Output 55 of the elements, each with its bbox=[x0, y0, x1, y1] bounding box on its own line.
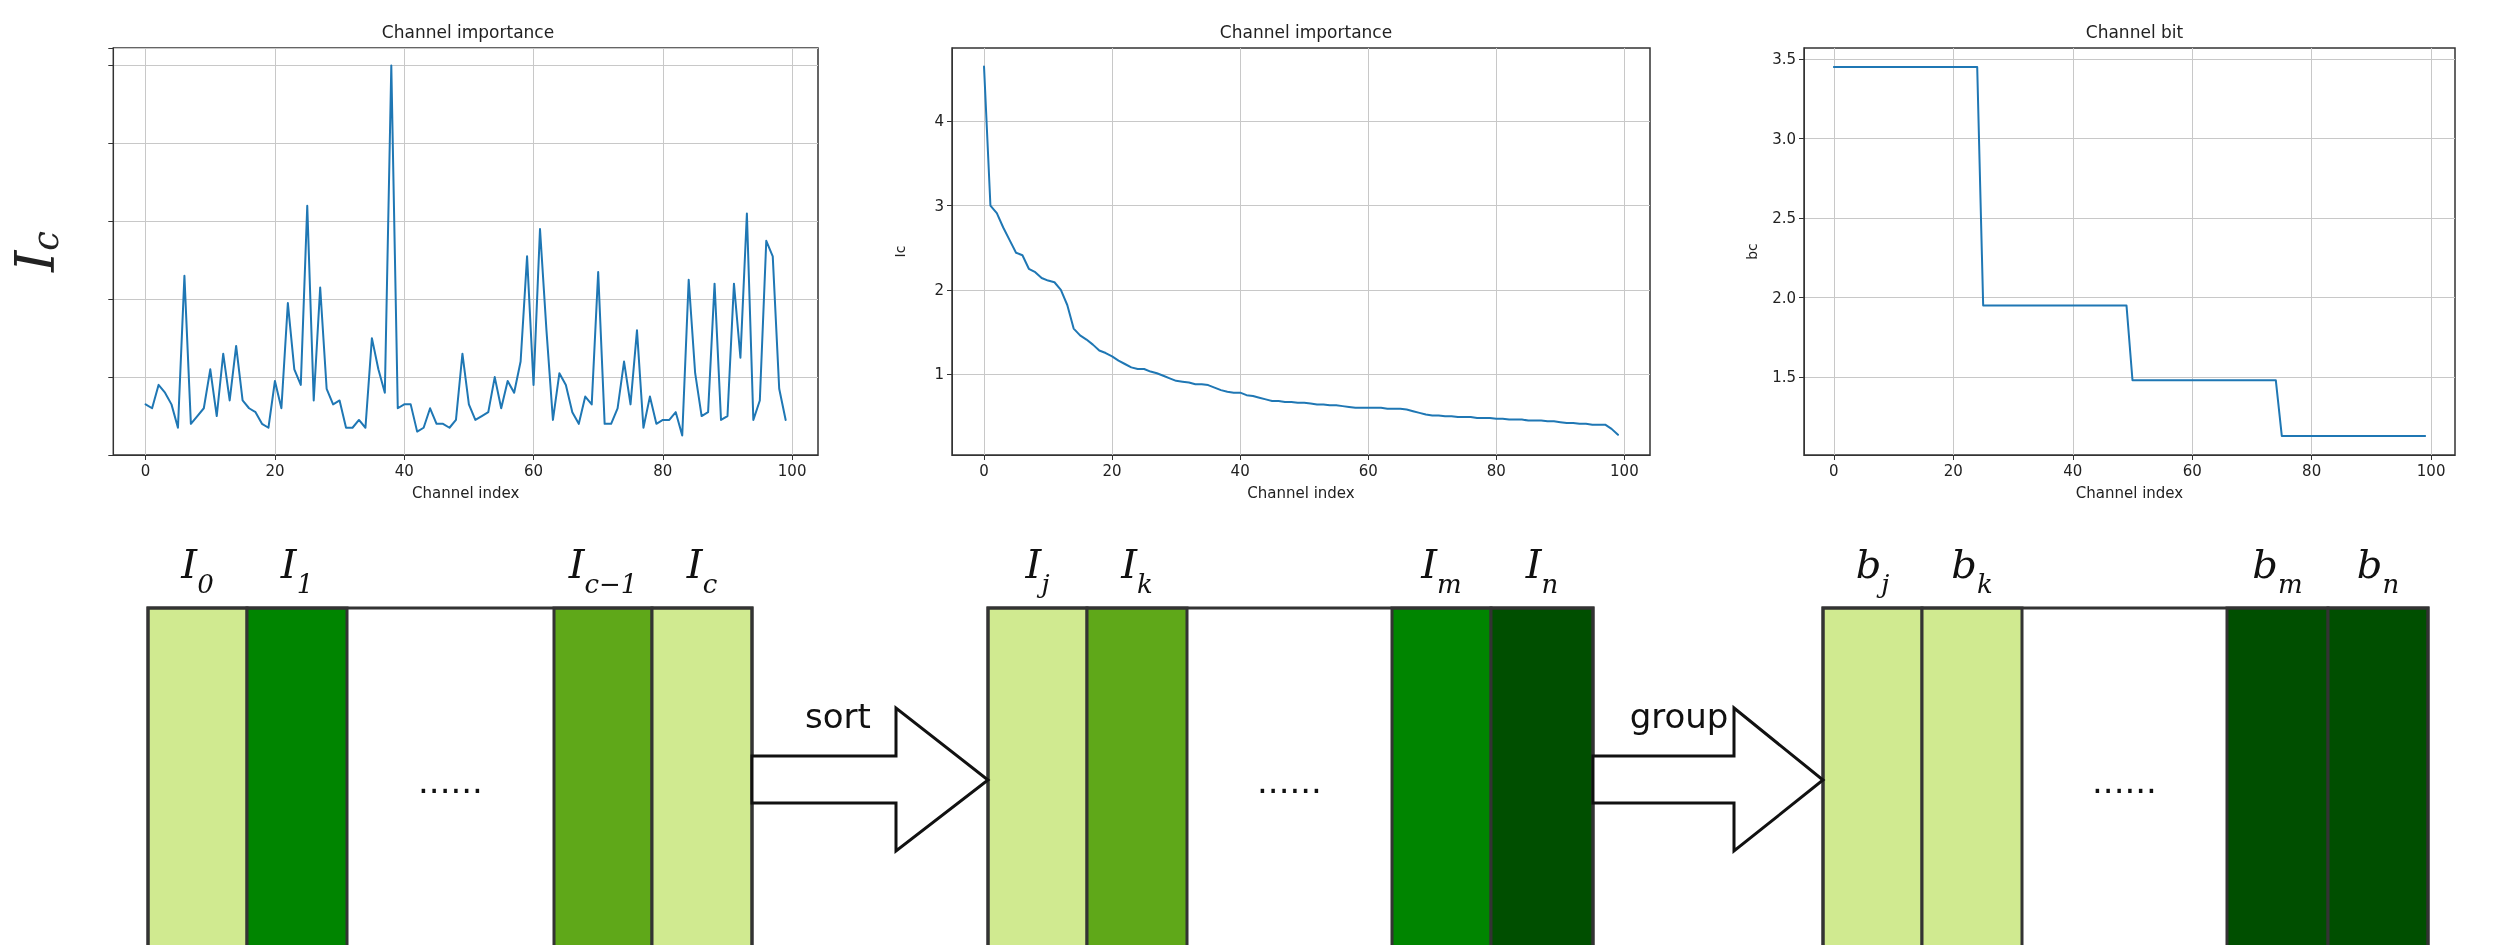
x-tick-label: 80 bbox=[1486, 461, 1506, 480]
line-series bbox=[983, 65, 1619, 436]
text: sort bbox=[805, 696, 871, 736]
y-tick-label: 3 bbox=[934, 196, 944, 215]
x-tick-label: 20 bbox=[265, 461, 285, 480]
x-tick-label: 60 bbox=[523, 461, 544, 480]
text: I$_{0}$ bbox=[180, 541, 214, 599]
y-axis-title: Ic bbox=[3, 231, 67, 273]
x-axis-title: Channel index bbox=[1247, 483, 1355, 502]
text: ...... bbox=[418, 761, 483, 801]
y-tick-label: 1 bbox=[934, 365, 944, 384]
chart-title: Channel importance bbox=[381, 21, 555, 42]
x-tick-label: 40 bbox=[2063, 461, 2083, 480]
x-tick-label: 60 bbox=[2182, 461, 2202, 480]
text: b$_{m}$ bbox=[2252, 541, 2303, 599]
y-tick-label: 1.5 bbox=[1772, 368, 1796, 387]
text: I$_{n}$ bbox=[1524, 541, 1559, 599]
x-tick-label: 20 bbox=[1102, 461, 1122, 480]
y-tick-label: 4 bbox=[934, 112, 944, 131]
chart-title: Channel importance bbox=[1219, 21, 1393, 42]
text: group bbox=[1629, 696, 1729, 736]
y-axis-title: Ic bbox=[892, 245, 908, 258]
x-tick-label: 60 bbox=[1358, 461, 1378, 480]
y-tick-label: 3.5 bbox=[1772, 50, 1796, 69]
line-series bbox=[1832, 66, 2427, 437]
x-tick-label: 80 bbox=[2302, 461, 2322, 480]
x-tick-label: 20 bbox=[1943, 461, 1963, 480]
x-tick-label: 80 bbox=[653, 461, 673, 480]
text: ...... bbox=[1257, 761, 1322, 801]
text: b$_{k}$ bbox=[1951, 541, 1993, 599]
y-axis-title: bc bbox=[1744, 243, 1760, 260]
y-tick-label: 3.0 bbox=[1772, 129, 1796, 148]
y-tick-label: 2.0 bbox=[1772, 288, 1796, 307]
text: I$_{c−1}$ bbox=[567, 541, 638, 599]
text: I$_{c}$ bbox=[685, 541, 718, 599]
x-tick-label: 40 bbox=[394, 461, 414, 480]
text: ...... bbox=[2092, 761, 2157, 801]
x-tick-label: 100 bbox=[1610, 461, 1639, 480]
text: I$_{1}$ bbox=[279, 541, 314, 599]
x-tick-label: 100 bbox=[2416, 461, 2446, 480]
x-tick-label: 0 bbox=[1829, 461, 1839, 480]
text: I$_{j}$ bbox=[1024, 541, 1050, 599]
x-tick-label: 100 bbox=[777, 461, 807, 480]
text: I$_{m}$ bbox=[1420, 541, 1462, 599]
x-tick-label: 0 bbox=[140, 461, 151, 480]
y-tick-label: 2.5 bbox=[1772, 209, 1796, 228]
text: I$_{k}$ bbox=[1120, 541, 1153, 599]
text: b$_{j}$ bbox=[1855, 541, 1890, 599]
x-tick-label: 40 bbox=[1230, 461, 1250, 480]
x-tick-label: 0 bbox=[979, 461, 989, 480]
y-tick-label: 2 bbox=[934, 280, 944, 299]
x-axis-title: Channel index bbox=[411, 483, 520, 502]
text: b$_{n}$ bbox=[2356, 541, 2400, 599]
x-axis-title: Channel index bbox=[2075, 483, 2184, 502]
chart-title: Channel bit bbox=[2085, 21, 2184, 42]
